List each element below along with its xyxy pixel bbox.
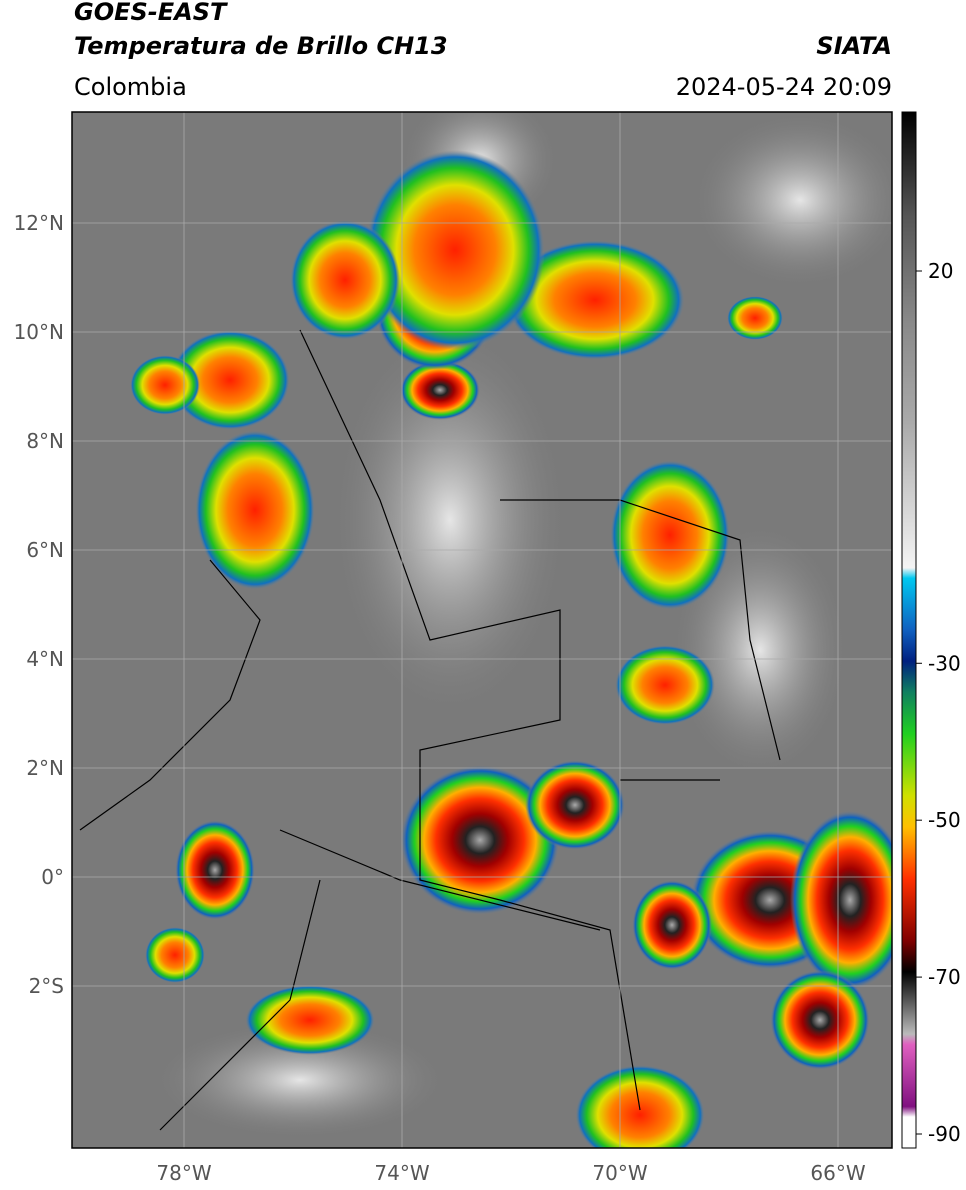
- colorbar-tick-label: -90: [928, 1122, 961, 1146]
- colorbar-tick-label: -50: [928, 808, 961, 832]
- lon-tick-label: 78°W: [156, 1161, 211, 1185]
- lat-tick-label: 8°N: [26, 429, 64, 453]
- graticule: [72, 112, 892, 1148]
- lat-tick-label: 12°N: [14, 211, 64, 235]
- colorbar-tick-label: 20: [928, 259, 953, 283]
- map-frame: [71, 111, 893, 1149]
- colorbar-tick-label: -70: [928, 965, 961, 989]
- lat-tick-label: 2°S: [29, 974, 64, 998]
- lon-tick-label: 70°W: [592, 1161, 647, 1185]
- lon-tick-label: 74°W: [374, 1161, 429, 1185]
- satellite-image: [72, 112, 892, 1148]
- title-line2: Temperatura de Brillo CH13: [74, 32, 448, 60]
- colorbar-tick-label: -30: [928, 651, 961, 675]
- title-line1: GOES-EAST: [74, 0, 228, 26]
- lat-tick-label: 2°N: [26, 756, 64, 780]
- lat-tick-label: 0°: [41, 865, 64, 889]
- lon-tick-label: 66°W: [810, 1161, 865, 1185]
- region: Colombia: [74, 73, 187, 101]
- lat-tick-label: 10°N: [14, 320, 64, 344]
- colorbar: [901, 111, 917, 1149]
- lat-tick-label: 6°N: [26, 538, 64, 562]
- timestamp: 2024-05-24 20:09: [676, 73, 892, 101]
- source: SIATA: [816, 32, 892, 60]
- lat-tick-label: 4°N: [26, 647, 64, 671]
